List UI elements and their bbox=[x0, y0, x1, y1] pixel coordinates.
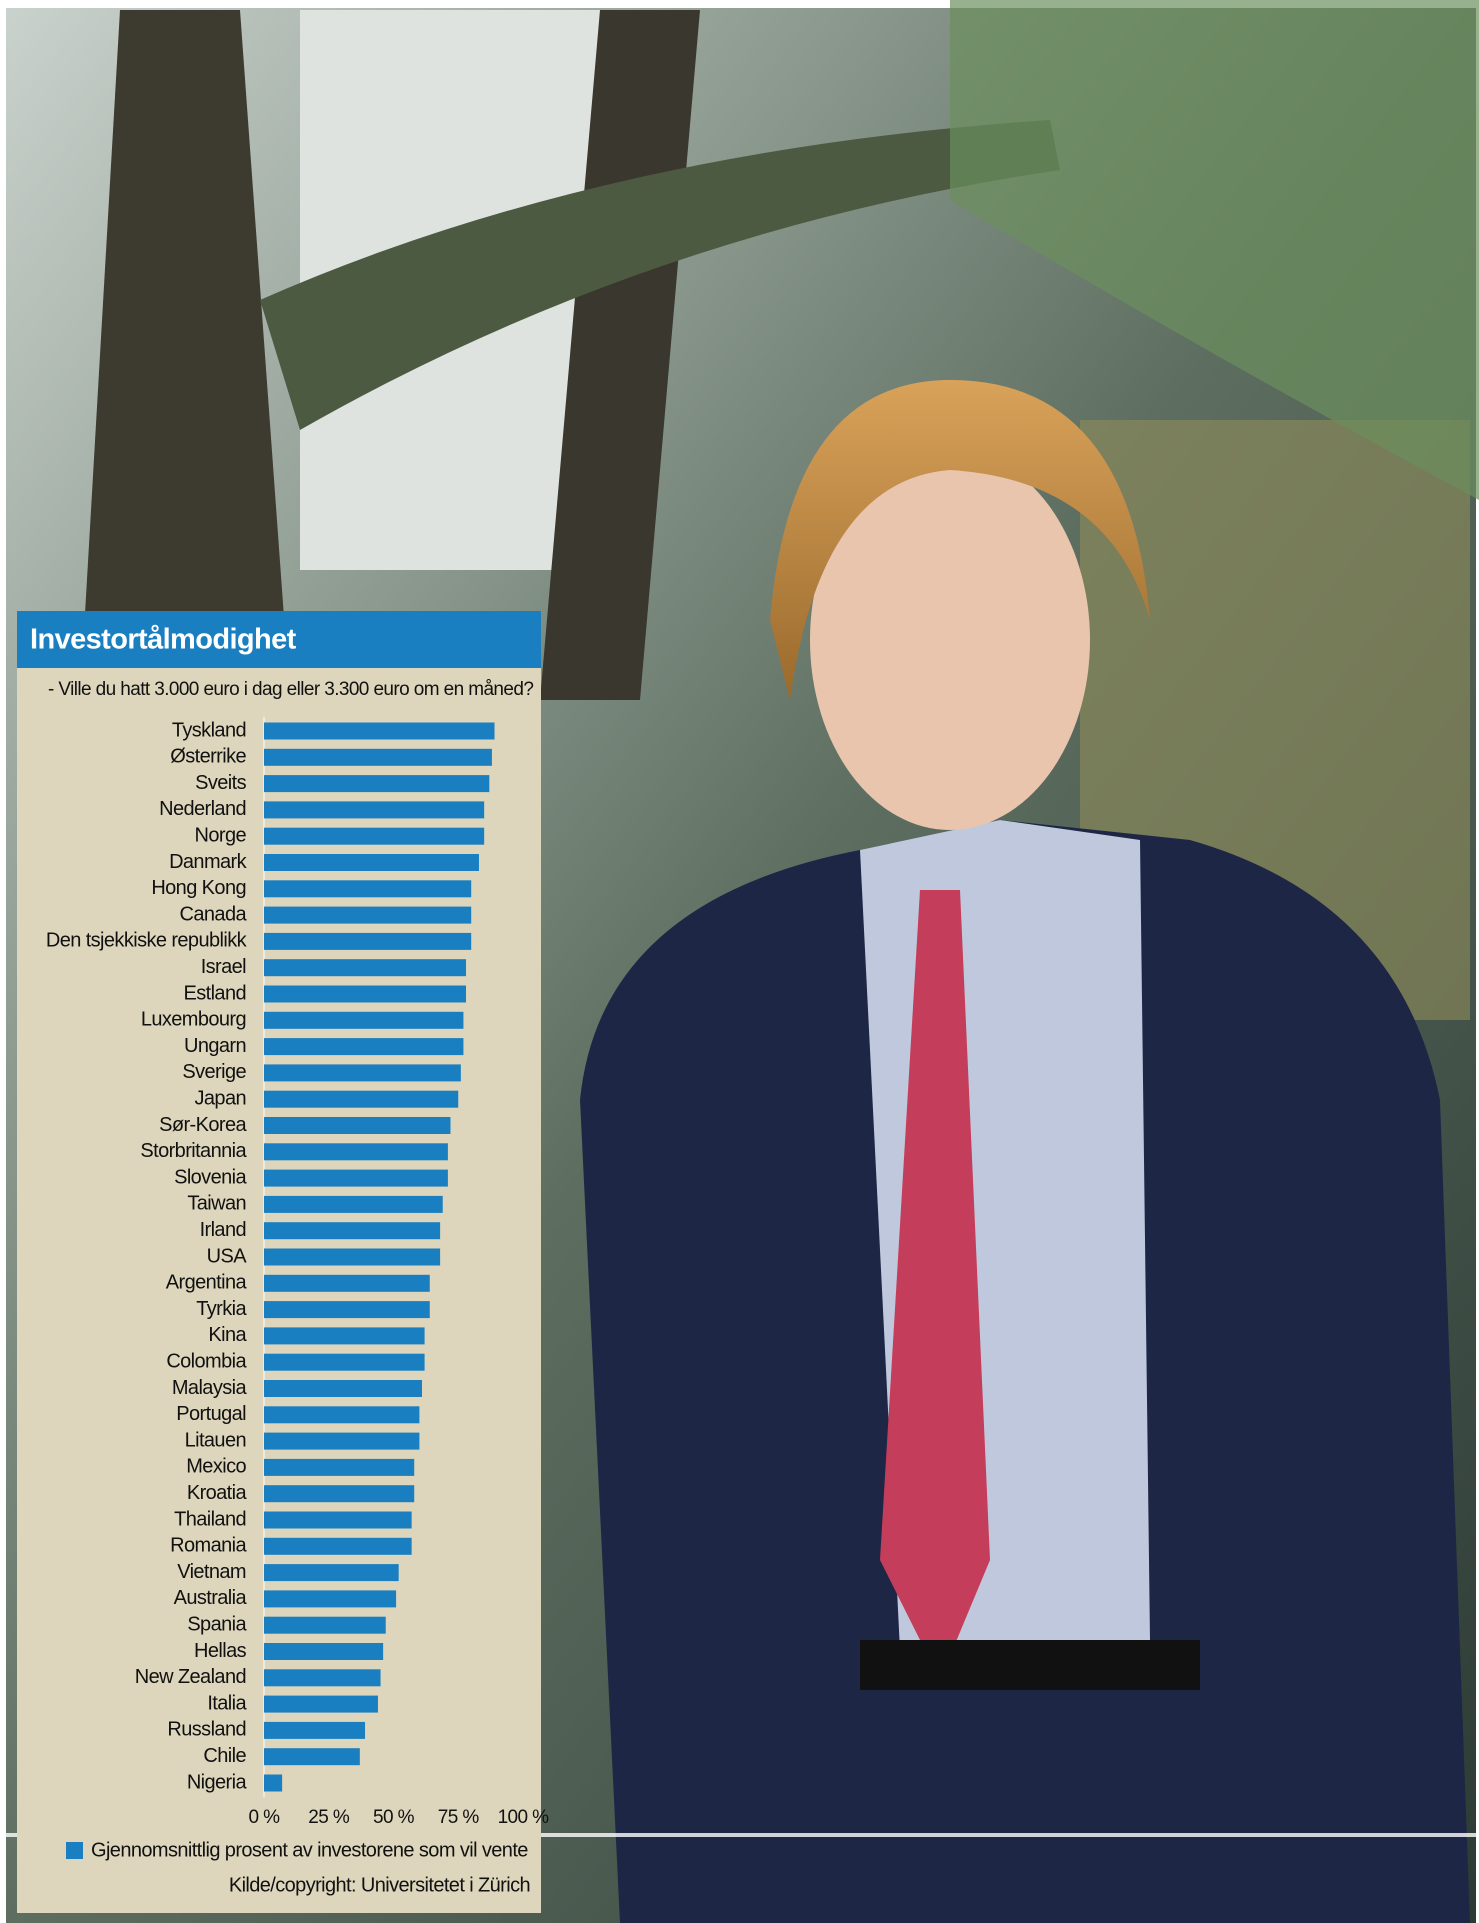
bar bbox=[264, 1669, 381, 1686]
category-label: Romania bbox=[170, 1535, 247, 1557]
bar bbox=[264, 1459, 414, 1476]
bar bbox=[264, 1327, 425, 1344]
category-label: Slovenia bbox=[174, 1166, 247, 1188]
category-label: New Zealand bbox=[135, 1666, 246, 1688]
category-label: Malaysia bbox=[172, 1377, 248, 1399]
bar bbox=[264, 1354, 425, 1371]
category-label: Sverige bbox=[182, 1061, 246, 1083]
bar bbox=[264, 1196, 443, 1213]
category-label: Kroatia bbox=[187, 1482, 248, 1504]
category-label: Sør-Korea bbox=[159, 1114, 247, 1136]
category-label: Colombia bbox=[166, 1350, 247, 1372]
bar bbox=[264, 1143, 448, 1160]
bar bbox=[264, 1722, 365, 1739]
category-label: Vietnam bbox=[177, 1561, 246, 1583]
category-label: Chile bbox=[203, 1745, 246, 1767]
bar bbox=[264, 959, 466, 976]
bar bbox=[264, 1775, 282, 1792]
bar bbox=[264, 880, 471, 897]
bar bbox=[264, 1091, 458, 1108]
category-label: Litauen bbox=[185, 1429, 246, 1451]
bar bbox=[264, 1643, 383, 1660]
bar bbox=[264, 749, 492, 766]
category-label: Argentina bbox=[166, 1272, 248, 1294]
category-label: Estland bbox=[183, 982, 246, 1004]
category-label: Portugal bbox=[176, 1403, 246, 1425]
x-tick-label: 75 % bbox=[438, 1807, 480, 1828]
category-label: Israel bbox=[201, 956, 246, 978]
category-label: Storbritannia bbox=[140, 1140, 247, 1162]
category-label: Hong Kong bbox=[151, 877, 246, 899]
bar bbox=[264, 1275, 430, 1292]
category-label: Hellas bbox=[194, 1640, 247, 1662]
category-label: Luxembourg bbox=[141, 1009, 246, 1031]
category-label: Norge bbox=[195, 824, 247, 846]
category-label: Den tsjekkiske republikk bbox=[46, 930, 248, 952]
bar bbox=[264, 1590, 396, 1607]
chart-subtitle: - Ville du hatt 3.000 euro i dag eller 3… bbox=[48, 679, 533, 700]
bar bbox=[264, 1012, 463, 1029]
bar bbox=[264, 1038, 463, 1055]
category-label: Mexico bbox=[186, 1456, 246, 1478]
category-label: Danmark bbox=[169, 851, 248, 873]
legend-swatch bbox=[66, 1842, 83, 1859]
x-tick-label: 50 % bbox=[373, 1807, 415, 1828]
bar bbox=[264, 1696, 378, 1713]
bar bbox=[264, 1433, 419, 1450]
category-label: Australia bbox=[174, 1587, 248, 1609]
page-canvas: Investortålmodighet - Ville du hatt 3.00… bbox=[0, 0, 1479, 1923]
bar bbox=[264, 1617, 386, 1634]
chart-title: Investortålmodighet bbox=[30, 624, 297, 656]
bar bbox=[264, 723, 495, 740]
category-label: Spania bbox=[187, 1613, 247, 1635]
category-label: Tyrkia bbox=[196, 1298, 247, 1320]
category-label: Sveits bbox=[195, 772, 246, 794]
bar bbox=[264, 1117, 450, 1134]
bar bbox=[264, 1538, 412, 1555]
bar bbox=[264, 1485, 414, 1502]
bar bbox=[264, 907, 471, 924]
page: Investortålmodighet - Ville du hatt 3.00… bbox=[0, 0, 1479, 1923]
category-label: Irland bbox=[200, 1219, 246, 1241]
bar bbox=[264, 1406, 419, 1423]
category-label: USA bbox=[207, 1245, 248, 1267]
bar bbox=[264, 1301, 430, 1318]
category-label: Kina bbox=[208, 1324, 247, 1346]
category-label: Ungarn bbox=[184, 1035, 246, 1057]
bar bbox=[264, 828, 484, 845]
category-label: Italia bbox=[207, 1692, 247, 1714]
bar bbox=[264, 1748, 360, 1765]
bar bbox=[264, 1064, 461, 1081]
bar bbox=[264, 1222, 440, 1239]
category-label: Canada bbox=[180, 903, 248, 925]
bar bbox=[264, 933, 471, 950]
category-label: Taiwan bbox=[187, 1193, 246, 1215]
bar bbox=[264, 775, 489, 792]
x-tick-label: 25 % bbox=[308, 1807, 350, 1828]
x-tick-label: 0 % bbox=[249, 1807, 281, 1828]
bar bbox=[264, 854, 479, 871]
category-label: Østerrike bbox=[170, 746, 246, 768]
legend-label: Gjennomsnittlig prosent av investorene s… bbox=[91, 1839, 528, 1861]
category-label: Tyskland bbox=[172, 719, 246, 741]
bar bbox=[264, 1512, 412, 1529]
bar bbox=[264, 1249, 440, 1266]
category-label: Japan bbox=[195, 1087, 247, 1109]
bar bbox=[264, 986, 466, 1003]
category-label: Nederland bbox=[159, 798, 246, 820]
bar bbox=[264, 1170, 448, 1187]
source: Kilde/copyright: Universitetet i Zürich bbox=[229, 1874, 530, 1896]
x-tick-label: 100 % bbox=[498, 1807, 550, 1828]
category-label: Russland bbox=[167, 1719, 246, 1741]
bar bbox=[264, 1564, 399, 1581]
bar bbox=[264, 801, 484, 818]
category-label: Nigeria bbox=[187, 1771, 248, 1793]
category-label: Thailand bbox=[174, 1508, 246, 1530]
bar bbox=[264, 1380, 422, 1397]
